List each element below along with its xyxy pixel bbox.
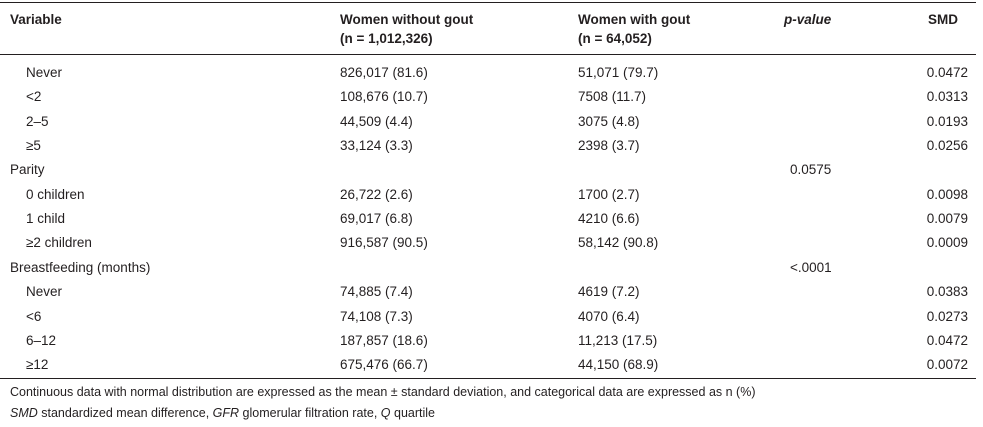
footnote-smd-def: standardized mean difference,: [37, 406, 213, 420]
cell-smd: 0.0383: [926, 284, 968, 300]
cell-variable: 0 children: [26, 186, 85, 202]
cell-women-with-gout: 4619 (7.2): [578, 284, 640, 300]
cell-smd: 0.0313: [926, 89, 968, 105]
cell-smd: 0.0472: [926, 332, 968, 348]
cell-women-with-gout: 51,071 (79.7): [578, 65, 659, 80]
header-women-without-gout: Women without gout (n = 1,012,326): [340, 10, 473, 48]
cell-women-without-gout: 187,857 (18.6): [340, 332, 428, 348]
cell-variable: ≥2 children: [26, 235, 92, 251]
header-women-without-gout-label: Women without gout: [340, 12, 474, 27]
table-row: Never 74,885 (7.4) 4619 (7.2) 0.0383: [0, 280, 976, 304]
header-women-with-gout-label: Women with gout: [578, 12, 691, 27]
footnote-gfr-def: glomerular filtration rate,: [239, 406, 381, 420]
table-bottom-rule: [0, 378, 976, 379]
table-row: Never 826,017 (81.6) 51,071 (79.7) 0.0472: [0, 61, 976, 85]
cell-women-with-gout: 3075 (4.8): [578, 113, 640, 129]
header-bottom-rule: [0, 54, 976, 55]
cell-variable: 1 child: [26, 211, 66, 227]
cell-women-with-gout: 4070 (6.4): [578, 308, 640, 324]
cell-women-without-gout: 826,017 (81.6): [340, 65, 428, 80]
cell-variable: Breastfeeding (months): [10, 259, 151, 275]
cell-smd: 0.0193: [926, 113, 968, 129]
cell-women-with-gout: 1700 (2.7): [578, 186, 640, 202]
cell-women-without-gout: 675,476 (66.7): [340, 357, 428, 373]
table-row: ≥5 33,124 (3.3) 2398 (3.7) 0.0256: [0, 134, 976, 158]
cell-women-without-gout: 916,587 (90.5): [340, 235, 428, 251]
cell-variable: Parity: [10, 162, 45, 178]
footnote-1: Continuous data with normal distribution…: [10, 385, 756, 399]
cell-smd: 0.0009: [926, 235, 968, 251]
header-variable: Variable: [10, 12, 62, 27]
table-section-row: Breastfeeding (months) <.0001: [0, 256, 976, 280]
footnote-smd-abbr: SMD: [10, 406, 38, 420]
cell-women-with-gout: 58,142 (90.8): [578, 235, 659, 251]
footnote-2: SMD standardized mean difference, GFR gl…: [10, 404, 435, 422]
footnote-q-def: quartile: [390, 406, 436, 420]
cell-women-without-gout: 26,722 (2.6): [340, 186, 413, 202]
cell-smd: 0.0072: [926, 357, 968, 373]
table-row: 1 child 69,017 (6.8) 4210 (6.6) 0.0079: [0, 207, 976, 231]
footnote-q-abbr: Q: [380, 406, 391, 420]
cell-women-with-gout: 11,213 (17.5): [578, 332, 658, 348]
cell-variable: <2: [26, 89, 42, 105]
cell-women-without-gout: 108,676 (10.7): [340, 89, 428, 105]
table-row: 0 children 26,722 (2.6) 1700 (2.7) 0.0098: [0, 183, 976, 207]
footnote-gfr-abbr: GFR: [212, 406, 240, 420]
header-p-value: p-value: [784, 12, 832, 27]
table-top-rule: [0, 2, 976, 3]
cell-women-without-gout: 33,124 (3.3): [340, 138, 413, 154]
cell-women-with-gout: 44,150 (68.9): [578, 357, 659, 373]
table-row: <6 74,108 (7.3) 4070 (6.4) 0.0273: [0, 305, 976, 329]
table-section-row: Parity 0.0575: [0, 158, 976, 182]
cell-smd: 0.0273: [926, 308, 968, 324]
cell-smd: 0.0098: [926, 186, 968, 202]
cell-women-with-gout: 7508 (11.7): [578, 89, 647, 105]
cell-variable: Never: [26, 284, 63, 300]
table-row: <2 108,676 (10.7) 7508 (11.7) 0.0313: [0, 85, 976, 109]
cell-smd: 0.0472: [926, 65, 968, 80]
table-row: 2–5 44,509 (4.4) 3075 (4.8) 0.0193: [0, 110, 976, 134]
table-row: ≥12 675,476 (66.7) 44,150 (68.9) 0.0072: [0, 353, 976, 377]
cell-variable: ≥5: [26, 138, 41, 154]
cell-p-value: <.0001: [790, 259, 832, 275]
cell-women-without-gout: 69,017 (6.8): [340, 211, 413, 227]
cell-women-with-gout: 4210 (6.6): [578, 211, 640, 227]
header-smd: SMD: [928, 12, 958, 27]
table-row: ≥2 children 916,587 (90.5) 58,142 (90.8) 0.…: [0, 231, 976, 255]
cell-variable: Never: [26, 65, 63, 80]
table-header: Variable Women without gout (n = 1,012,3…: [0, 8, 976, 52]
cell-variable: 2–5: [26, 113, 49, 129]
cell-women-without-gout: 74,885 (7.4): [340, 284, 413, 300]
cell-p-value: 0.0575: [790, 162, 832, 178]
cell-smd: 0.0256: [926, 138, 968, 154]
cell-variable: 6–12: [26, 332, 57, 348]
header-women-with-gout: Women with gout (n = 64,052): [578, 10, 690, 48]
cell-variable: ≥12: [26, 357, 49, 373]
table-row: 6–12 187,857 (18.6) 11,213 (17.5) 0.0472: [0, 329, 976, 353]
cell-variable: <6: [26, 308, 42, 324]
header-women-with-gout-n: (n = 64,052): [578, 31, 652, 46]
cell-women-with-gout: 2398 (3.7): [578, 138, 640, 154]
cell-women-without-gout: 44,509 (4.4): [340, 113, 413, 129]
header-women-without-gout-n: (n = 1,012,326): [340, 31, 433, 46]
cell-smd: 0.0079: [926, 211, 968, 227]
cell-women-without-gout: 74,108 (7.3): [340, 308, 413, 324]
